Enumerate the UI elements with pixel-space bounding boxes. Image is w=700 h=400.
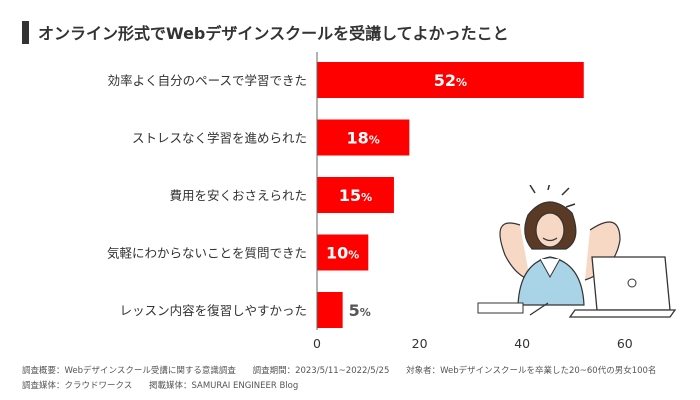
bar: [317, 177, 394, 213]
title-accent-bar: [22, 21, 29, 44]
value-label: 5%: [349, 301, 371, 320]
bar: [317, 234, 369, 271]
value-label: 10%: [326, 244, 359, 263]
value-label: 15%: [339, 186, 372, 205]
x-tick-label: 60: [617, 336, 633, 351]
bar: [317, 62, 584, 98]
x-tick-label: 20: [412, 336, 428, 351]
bar-chart: 効率よく自分のペースで学習できた 52% ストレスなく学習を進められた 18% 費用を安…: [107, 52, 633, 351]
value-label: 18%: [347, 129, 380, 148]
value-label: 52%: [434, 71, 467, 90]
bar: [317, 119, 410, 156]
woman-stretching-illustration: [477, 185, 677, 318]
publisher: 掲載媒体：SAMURAI ENGINEER Blog: [148, 381, 299, 391]
respondents: 対象者：Webデザインスクールを卒業した20~60代の男女100名: [406, 366, 657, 376]
survey-summary: 調査概要：Webデザインスクール受講に関する意識調査: [22, 366, 236, 376]
x-tick-label: 0: [313, 336, 321, 351]
category-label: 費用を安くおさえられた: [169, 188, 307, 203]
survey-medium: 調査媒体：クラウドワークス: [22, 381, 133, 391]
footer-line-1: 調査概要：Webデザインスクール受講に関する意識調査 調査期間：2023/5/1…: [22, 364, 670, 376]
category-label: ストレスなく学習を進められた: [132, 131, 307, 146]
category-label: レッスン内容を復習しやすかった: [120, 303, 307, 318]
survey-period: 調査期間：2023/5/11~2022/5/25: [252, 366, 390, 376]
chart-title: オンライン形式でWebデザインスクールを受講してよかったこと: [38, 24, 509, 43]
category-label: 効率よく自分のペースで学習できた: [108, 73, 307, 88]
x-tick-label: 40: [514, 336, 530, 351]
bar: [317, 292, 343, 328]
category-label: 気軽にわからないことを質問できた: [107, 246, 307, 261]
footer-line-2: 調査媒体：クラウドワークス 掲載媒体：SAMURAI ENGINEER Blog: [22, 379, 312, 391]
